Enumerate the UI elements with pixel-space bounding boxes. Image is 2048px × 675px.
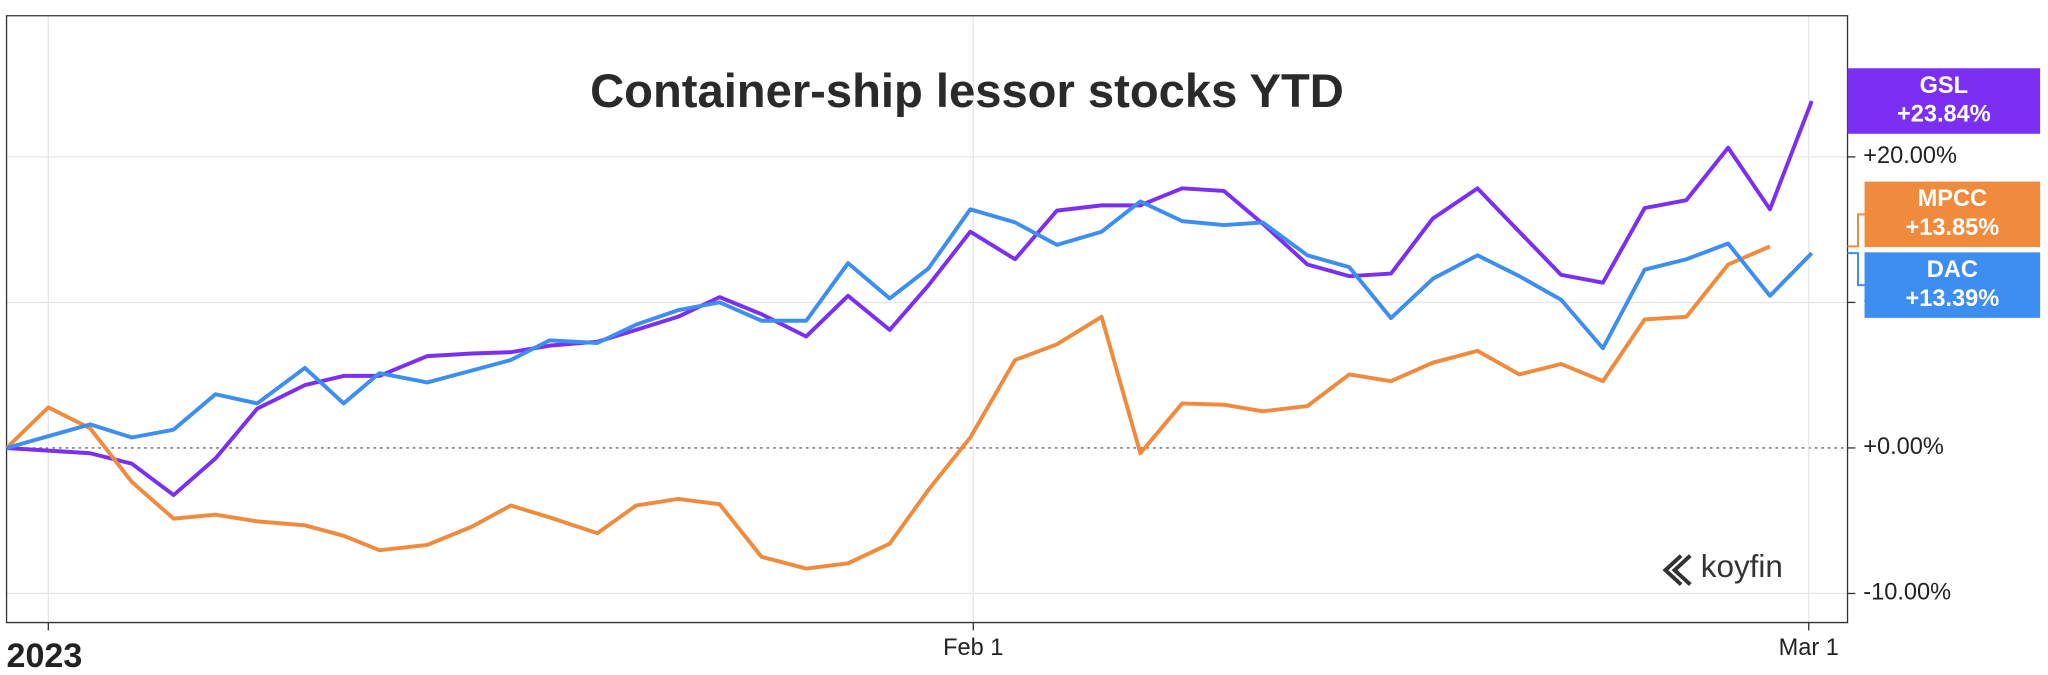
y-tick-label: -10.00% — [1863, 579, 1951, 605]
chart-title: Container-ship lessor stocks YTD — [590, 64, 1344, 117]
legend-name: GSL — [1920, 72, 1968, 98]
end-value-label: +23.84% — [1897, 101, 1991, 127]
plot-frame — [5, 15, 1849, 624]
line-series — [6, 100, 1814, 498]
x-tick-label: Mar 1 — [1779, 634, 1839, 660]
watermark-logo — [1662, 554, 1692, 587]
end-value-label: +13.39% — [1905, 285, 1999, 311]
watermark: koyfin — [1662, 549, 1783, 587]
end-label-box — [1864, 181, 2041, 248]
end-label: MPCC +13.85% — [1847, 181, 2041, 248]
legend-name: DAC — [1927, 256, 1978, 282]
line-series — [6, 199, 1814, 450]
x-tick-label: Feb 1 — [943, 634, 1003, 660]
end-label: DAC +13.39% — [1847, 252, 2041, 318]
label-connector — [1847, 213, 1865, 248]
end-label-box — [1847, 68, 2041, 134]
label-connector — [1847, 252, 1865, 287]
x-tick-label: 2023 — [7, 637, 83, 675]
y-tick-label: +20.00% — [1863, 142, 1957, 168]
watermark-text: koyfin — [1701, 549, 1783, 584]
y-tick-label: +0.00% — [1863, 433, 1944, 459]
end-label: GSL +23.84% — [1847, 68, 2041, 134]
line-series — [5, 244, 1771, 571]
legend-name: MPCC — [1918, 185, 1987, 211]
end-value-label: +13.85% — [1905, 214, 1999, 240]
end-label-box — [1864, 252, 2041, 318]
